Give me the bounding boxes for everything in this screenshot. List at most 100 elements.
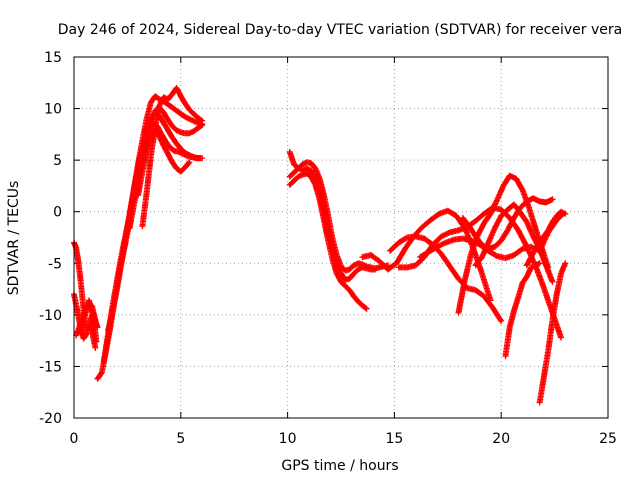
data-point: [171, 161, 174, 164]
data-point: [175, 109, 178, 112]
data-point: [77, 260, 80, 263]
data-point: [513, 203, 515, 206]
data-point: [500, 320, 503, 322]
data-point: [344, 285, 347, 287]
data-point: [188, 108, 191, 111]
data-point: [440, 235, 443, 238]
data-point: [175, 142, 178, 145]
data-point: [378, 260, 381, 263]
series-arc-20: [472, 201, 556, 285]
data-point: [521, 281, 524, 284]
data-point: [96, 377, 99, 380]
data-point: [370, 268, 372, 271]
data-point: [474, 220, 477, 222]
data-point: [335, 262, 338, 265]
data-point: [483, 222, 486, 224]
data-point: [115, 289, 118, 292]
data-point: [89, 319, 91, 321]
data-point: [361, 304, 364, 307]
data-point: [487, 241, 490, 244]
data-point: [508, 326, 511, 329]
data-point: [481, 256, 483, 258]
y-axis-label: SDTVAR / TECUs: [6, 181, 22, 296]
data-point: [175, 87, 178, 89]
data-point: [389, 250, 392, 252]
data-point: [158, 104, 161, 107]
data-point: [525, 200, 528, 203]
data-point: [547, 229, 550, 232]
data-point: [167, 129, 169, 132]
data-point: [137, 194, 139, 197]
series-arc-12: [286, 170, 370, 312]
data-point: [496, 199, 498, 202]
data-point: [525, 275, 528, 278]
chart-title: Day 246 of 2024, Sidereal Day-to-day VTE…: [58, 22, 622, 38]
data-point: [111, 311, 114, 314]
series-arc-23: [523, 208, 569, 269]
data-point: [310, 162, 312, 165]
data-point: [179, 147, 182, 150]
data-point: [440, 253, 443, 255]
data-point: [547, 350, 550, 352]
data-point: [397, 266, 400, 269]
series-arc-9: [135, 127, 193, 199]
data-point: [179, 131, 182, 134]
data-point: [192, 130, 195, 133]
data-point: [414, 264, 417, 267]
data-point: [348, 268, 351, 271]
y-tick-label: 5: [53, 153, 62, 169]
data-point: [521, 247, 524, 250]
data-point: [171, 106, 174, 109]
series-arc-18: [455, 172, 552, 316]
data-point: [500, 208, 503, 211]
data-point: [457, 229, 460, 232]
data-point: [508, 174, 511, 177]
data-point: [474, 289, 477, 292]
data-point: [444, 241, 447, 244]
data-point: [175, 129, 178, 132]
data-point: [94, 346, 97, 349]
data-point: [560, 336, 562, 339]
data-point: [323, 212, 325, 215]
data-point: [145, 117, 148, 120]
data-point: [406, 266, 409, 269]
data-point: [365, 307, 368, 310]
data-point: [461, 237, 464, 240]
data-point: [457, 311, 460, 314]
data-point: [164, 140, 167, 143]
data-point: [517, 296, 520, 299]
data-point: [555, 293, 558, 296]
data-point: [406, 236, 409, 239]
data-point: [288, 150, 291, 153]
data-point: [397, 241, 400, 244]
data-point: [357, 300, 359, 303]
data-point: [419, 256, 421, 258]
data-point: [468, 225, 471, 228]
data-point: [158, 135, 161, 138]
data-point: [357, 262, 359, 265]
data-point: [120, 264, 122, 267]
data-point: [530, 245, 533, 248]
data-point: [196, 127, 199, 130]
data-point: [493, 227, 496, 230]
data-point: [564, 262, 567, 265]
data-point: [171, 93, 174, 96]
data-point: [196, 122, 199, 124]
data-point: [551, 221, 554, 223]
data-point: [288, 175, 291, 178]
data-point: [95, 340, 98, 343]
data-point: [530, 266, 533, 269]
data-point: [124, 242, 127, 245]
data-point: [525, 221, 528, 223]
plot-area: [71, 84, 569, 406]
data-point: [81, 298, 84, 301]
data-point: [545, 264, 547, 267]
data-point: [188, 161, 191, 164]
data-point: [196, 116, 199, 119]
data-point: [453, 238, 456, 241]
data-point: [543, 235, 545, 238]
data-point: [318, 192, 321, 195]
y-tick-label: -5: [48, 256, 62, 272]
data-point: [361, 256, 364, 258]
series-arc-10: [139, 84, 206, 230]
